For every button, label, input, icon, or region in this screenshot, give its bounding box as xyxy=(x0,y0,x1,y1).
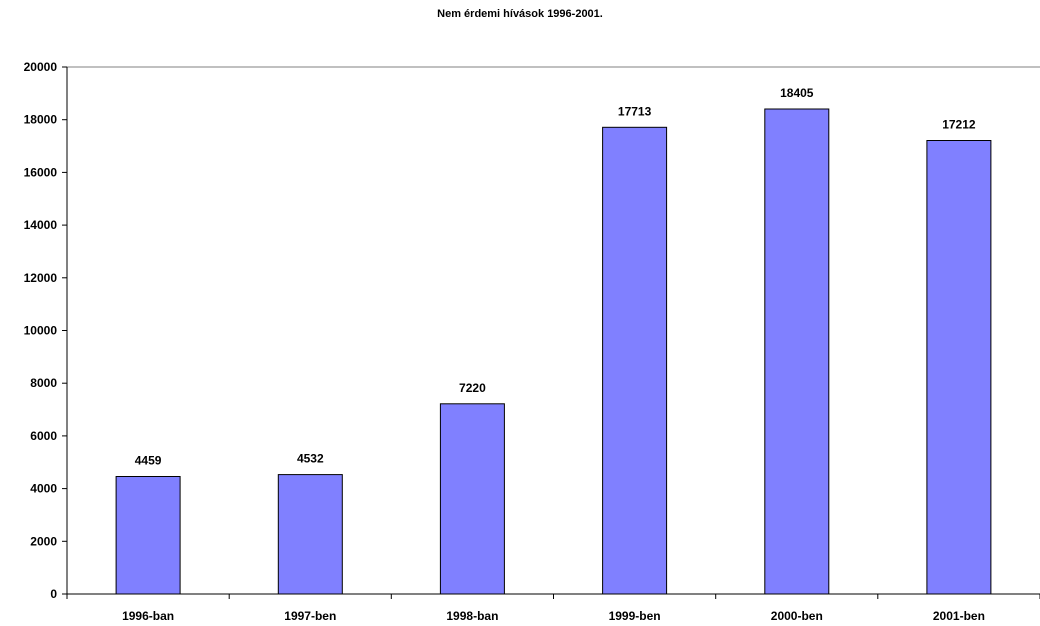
y-tick-label-14000: 14000 xyxy=(24,218,58,232)
y-tick-label-16000: 16000 xyxy=(24,165,58,179)
axes xyxy=(62,66,1040,599)
data-label-1998-ban: 7220 xyxy=(459,381,486,395)
data-label-1997-ben: 4532 xyxy=(297,452,324,466)
y-tick-label-4000: 4000 xyxy=(30,482,57,496)
x-tick-labels: 1996-ban 1997-ben 1998-ban 1999-ben 2000-ben… xyxy=(122,609,985,623)
chart-title: Nem érdemi hívások 1996-2001. xyxy=(437,8,603,20)
y-tick-label-20000: 20000 xyxy=(24,60,58,74)
x-tick-label-1997-ben: 1997-ben xyxy=(284,609,336,623)
x-tick-label-2001-ben: 2001-ben xyxy=(933,609,985,623)
data-labels: 4459 4532 7220 17713 18405 17212 xyxy=(135,86,976,468)
y-tick-label-18000: 18000 xyxy=(24,113,58,127)
y-tick-label-8000: 8000 xyxy=(30,376,57,390)
data-label-2001-ben: 17212 xyxy=(942,118,976,132)
y-tick-label-6000: 6000 xyxy=(30,429,57,443)
data-label-2000-ben: 18405 xyxy=(780,86,814,100)
y-tick-labels: 0 2000 4000 6000 8000 10000 12000 14000 16000 180… xyxy=(24,60,58,601)
bar-1998-ban xyxy=(439,403,505,595)
y-tick-label-2000: 2000 xyxy=(30,534,57,548)
bars xyxy=(115,108,992,595)
bar-2000-ben xyxy=(764,108,830,595)
data-label-1999-ben: 17713 xyxy=(618,104,652,118)
bar-1997-ben xyxy=(277,474,343,595)
bar-2001-ben xyxy=(926,140,992,595)
y-tick-label-0: 0 xyxy=(50,587,57,601)
x-tick-label-2000-ben: 2000-ben xyxy=(771,609,823,623)
x-tick-label-1998-ban: 1998-ban xyxy=(446,609,498,623)
x-tick-label-1999-ben: 1999-ben xyxy=(609,609,661,623)
x-tick-label-1996-ban: 1996-ban xyxy=(122,609,174,623)
y-tick-label-10000: 10000 xyxy=(24,324,58,338)
bar-1996-ban xyxy=(115,476,181,595)
bar-1999-ben xyxy=(602,126,668,595)
y-tick-label-12000: 12000 xyxy=(24,271,58,285)
data-label-1996-ban: 4459 xyxy=(135,454,162,468)
